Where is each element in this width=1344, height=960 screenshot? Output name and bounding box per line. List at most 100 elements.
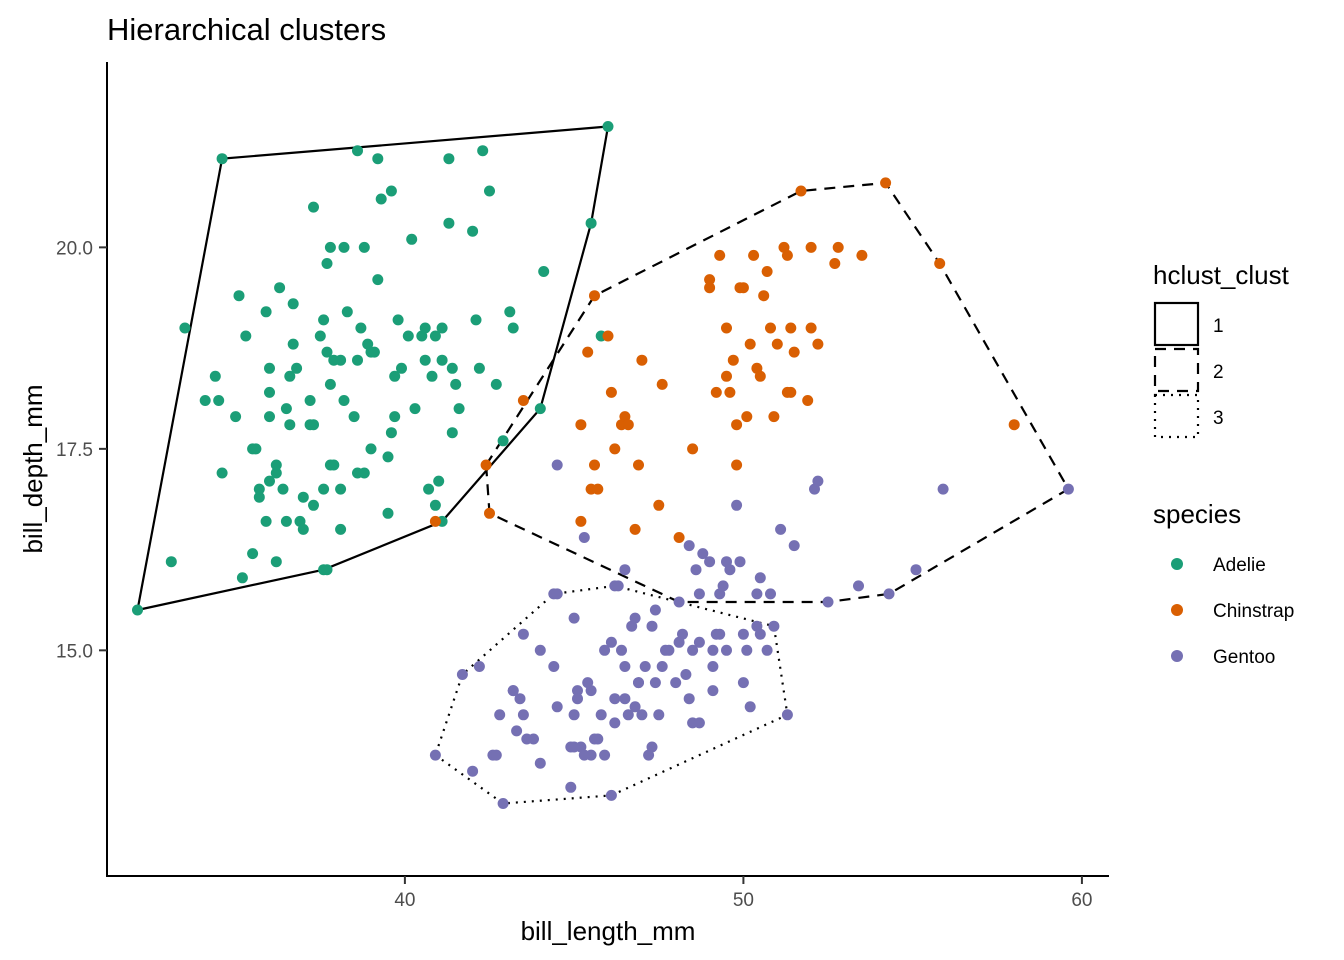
point-gentoo bbox=[572, 685, 583, 697]
point-adelie bbox=[250, 443, 262, 455]
x-tick-label: 40 bbox=[394, 890, 415, 911]
point-adelie bbox=[372, 274, 384, 286]
point-adelie bbox=[341, 306, 353, 318]
point-chinstrap bbox=[934, 258, 946, 269]
point-adelie bbox=[277, 483, 289, 495]
point-gentoo bbox=[714, 628, 726, 640]
point-gentoo bbox=[619, 564, 631, 576]
point-adelie bbox=[450, 378, 462, 390]
point-gentoo bbox=[633, 677, 644, 689]
point-gentoo bbox=[741, 644, 753, 656]
point-chinstrap bbox=[802, 395, 814, 406]
point-chinstrap bbox=[737, 282, 749, 294]
point-adelie bbox=[240, 330, 252, 342]
point-adelie bbox=[213, 395, 225, 406]
point-chinstrap bbox=[856, 249, 868, 261]
point-gentoo bbox=[731, 499, 743, 511]
point-chinstrap bbox=[768, 411, 780, 423]
point-adelie bbox=[318, 314, 330, 326]
point-gentoo bbox=[788, 540, 800, 552]
point-adelie bbox=[385, 427, 397, 439]
point-adelie bbox=[308, 419, 319, 431]
point-chinstrap bbox=[805, 241, 817, 253]
point-adelie bbox=[402, 330, 414, 342]
point-gentoo bbox=[683, 693, 695, 705]
point-adelie bbox=[365, 443, 377, 455]
point-gentoo bbox=[812, 475, 824, 487]
point-chinstrap bbox=[829, 258, 841, 269]
point-adelie bbox=[335, 523, 347, 535]
point-chinstrap bbox=[731, 459, 743, 471]
point-chinstrap bbox=[429, 515, 441, 527]
point-gentoo bbox=[568, 612, 580, 624]
point-adelie bbox=[335, 354, 347, 366]
point-gentoo bbox=[704, 556, 716, 568]
point-chinstrap bbox=[754, 370, 766, 382]
point-adelie bbox=[321, 564, 333, 576]
point-gentoo bbox=[494, 709, 506, 721]
point-chinstrap bbox=[781, 249, 793, 261]
point-gentoo bbox=[514, 693, 526, 705]
point-adelie bbox=[270, 459, 282, 471]
point-gentoo bbox=[751, 588, 763, 600]
point-adelie bbox=[365, 346, 377, 358]
point-gentoo bbox=[649, 677, 661, 689]
point-chinstrap bbox=[602, 330, 614, 342]
point-chinstrap bbox=[636, 354, 648, 366]
point-gentoo bbox=[656, 661, 668, 672]
point-adelie bbox=[352, 354, 363, 366]
point-chinstrap bbox=[656, 378, 668, 390]
point-chinstrap bbox=[812, 338, 824, 350]
point-gentoo bbox=[693, 717, 705, 729]
point-gentoo bbox=[707, 661, 719, 672]
point-gentoo bbox=[646, 741, 658, 753]
point-chinstrap bbox=[575, 419, 587, 431]
hull-legend-key-3 bbox=[1153, 393, 1200, 439]
point-adelie bbox=[304, 395, 316, 406]
point-gentoo bbox=[629, 612, 641, 624]
point-chinstrap bbox=[880, 177, 892, 189]
point-adelie bbox=[602, 121, 614, 132]
point-adelie bbox=[389, 411, 401, 423]
point-gentoo bbox=[467, 765, 479, 777]
point-gentoo bbox=[910, 564, 922, 576]
point-gentoo bbox=[528, 733, 539, 745]
y-tick-label: 15.0 bbox=[56, 641, 93, 662]
point-adelie bbox=[446, 362, 458, 374]
point-adelie bbox=[473, 362, 485, 374]
data-points bbox=[132, 121, 1074, 809]
point-gentoo bbox=[578, 749, 590, 761]
point-gentoo bbox=[697, 548, 709, 560]
point-gentoo bbox=[707, 685, 719, 697]
point-gentoo bbox=[585, 685, 597, 697]
point-adelie bbox=[335, 483, 347, 495]
point-chinstrap bbox=[731, 419, 743, 431]
point-adelie bbox=[284, 370, 296, 382]
point-gentoo bbox=[721, 644, 732, 656]
point-gentoo bbox=[616, 644, 627, 656]
point-adelie bbox=[260, 515, 272, 527]
point-gentoo bbox=[568, 709, 580, 721]
species-legend-label: Gentoo bbox=[1213, 647, 1275, 668]
point-chinstrap bbox=[785, 386, 797, 398]
point-gentoo bbox=[724, 564, 736, 576]
point-chinstrap bbox=[484, 507, 495, 519]
point-chinstrap bbox=[758, 290, 770, 302]
point-gentoo bbox=[937, 483, 949, 495]
point-adelie bbox=[490, 378, 502, 390]
point-chinstrap bbox=[653, 499, 665, 511]
point-adelie bbox=[446, 427, 458, 439]
point-adelie bbox=[308, 499, 319, 511]
species-legend-key-chinstrap bbox=[1171, 604, 1183, 616]
point-chinstrap bbox=[704, 282, 716, 294]
point-chinstrap bbox=[582, 346, 594, 358]
point-adelie bbox=[470, 314, 482, 326]
point-chinstrap bbox=[832, 241, 844, 253]
point-gentoo bbox=[619, 661, 631, 672]
point-gentoo bbox=[683, 540, 695, 552]
point-gentoo bbox=[1062, 483, 1074, 495]
point-gentoo bbox=[612, 580, 624, 592]
point-adelie bbox=[429, 330, 441, 342]
point-gentoo bbox=[605, 636, 617, 648]
